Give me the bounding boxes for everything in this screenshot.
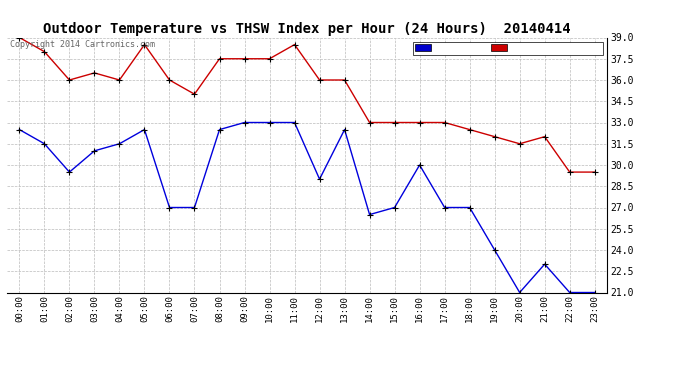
- Title: Outdoor Temperature vs THSW Index per Hour (24 Hours)  20140414: Outdoor Temperature vs THSW Index per Ho…: [43, 22, 571, 36]
- Text: Copyright 2014 Cartronics.com: Copyright 2014 Cartronics.com: [10, 40, 155, 49]
- Legend: THSW  (°F), Temperature  (°F): THSW (°F), Temperature (°F): [413, 42, 602, 55]
